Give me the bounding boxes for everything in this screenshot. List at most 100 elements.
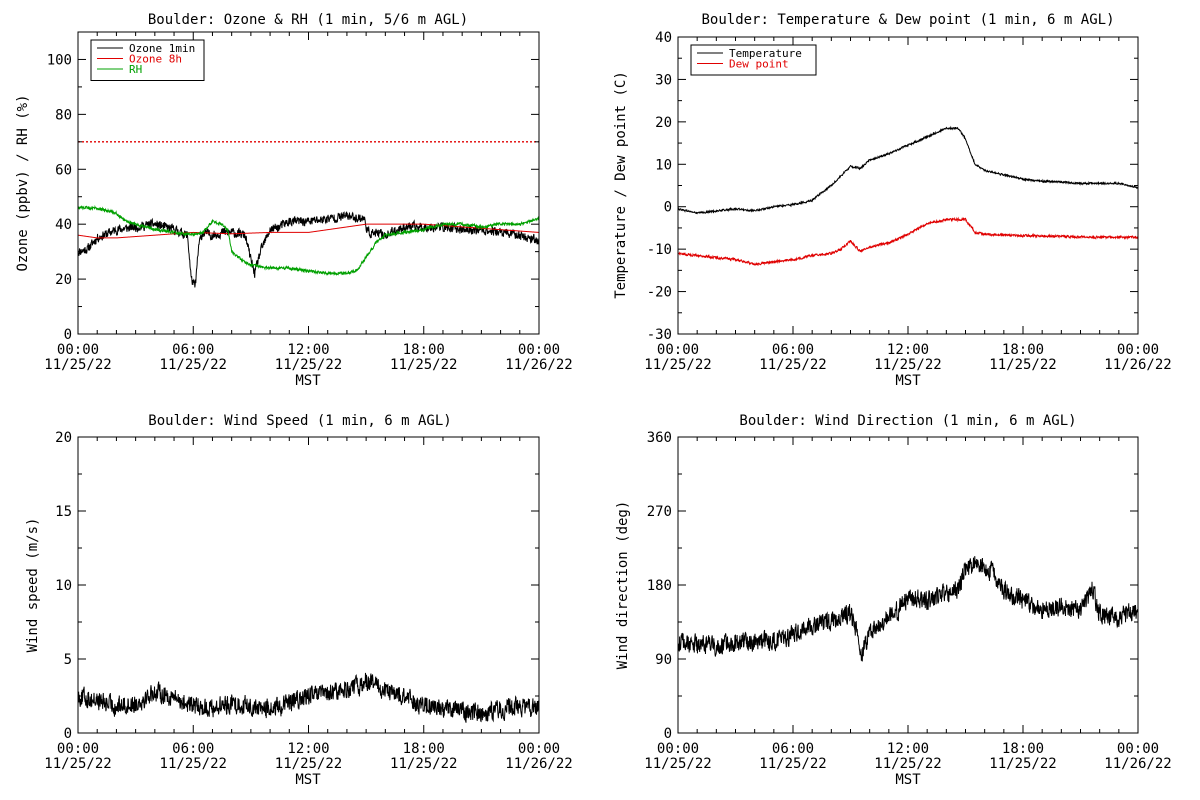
y-tick-label: 40 (55, 217, 72, 233)
x-axis-label: MST (295, 772, 321, 788)
x-tick-time-label: 06:00 (172, 741, 214, 757)
y-tick-label: 10 (655, 157, 672, 173)
x-tick-date-label: 11/25/22 (44, 357, 111, 373)
y-tick-label: -10 (647, 242, 672, 258)
x-tick-date-label: 11/25/22 (160, 357, 227, 373)
x-tick-date-label: 11/25/22 (44, 756, 111, 772)
x-tick-date-label: 11/25/22 (644, 756, 711, 772)
series-line-rh (78, 204, 539, 277)
x-tick-time-label: 06:00 (772, 741, 814, 757)
legend-label: RH (129, 63, 142, 76)
x-tick-date-label: 11/26/22 (1104, 357, 1171, 373)
y-tick-label: 40 (655, 30, 672, 46)
y-tick-label: 5 (64, 652, 72, 668)
x-tick-date-label: 11/25/22 (759, 357, 826, 373)
y-tick-label: 0 (64, 327, 72, 343)
y-tick-label: 10 (55, 578, 72, 594)
x-tick-date-label: 11/25/22 (275, 756, 342, 772)
y-tick-label: 100 (47, 52, 72, 68)
panel-title: Boulder: Wind Speed (1 min, 6 m AGL) (148, 413, 451, 429)
x-tick-time-label: 00:00 (57, 342, 99, 358)
y-axis-label: Temperature / Dew point (C) (613, 71, 629, 299)
x-tick-time-label: 18:00 (403, 741, 445, 757)
x-tick-date-label: 11/25/22 (644, 357, 711, 373)
y-tick-label: -30 (647, 327, 672, 343)
plot-area (678, 556, 1138, 662)
x-tick-time-label: 18:00 (403, 342, 445, 358)
x-tick-date-label: 11/25/22 (989, 357, 1056, 373)
x-tick-time-label: 12:00 (887, 342, 929, 358)
legend-box (690, 44, 817, 76)
x-axis-label: MST (895, 772, 921, 788)
series-line-ozone-1min (78, 211, 539, 288)
series-line (78, 672, 539, 723)
plot-area (78, 672, 539, 723)
y-tick-label: 80 (55, 107, 72, 123)
x-tick-date-label: 11/26/22 (505, 357, 572, 373)
plot-area (78, 141, 539, 288)
x-tick-time-label: 06:00 (772, 342, 814, 358)
x-tick-time-label: 06:00 (172, 342, 214, 358)
y-tick-label: 360 (647, 430, 672, 446)
x-tick-time-label: 12:00 (287, 741, 329, 757)
x-tick-time-label: 18:00 (1002, 741, 1044, 757)
panel-wind-direction: Boulder: Wind Direction (1 min, 6 m AGL)… (615, 413, 1172, 788)
y-axis-label: Ozone (ppbv) / RH (%) (15, 94, 31, 271)
series-line-temperature (678, 125, 1138, 215)
y-tick-label: 180 (647, 578, 672, 594)
x-tick-date-label: 11/25/22 (874, 357, 941, 373)
y-tick-label: 0 (64, 726, 72, 742)
x-tick-time-label: 18:00 (1002, 342, 1044, 358)
series-line-dew-point (678, 216, 1138, 267)
y-tick-label: 20 (55, 272, 72, 288)
x-tick-date-label: 11/25/22 (759, 756, 826, 772)
x-tick-time-label: 00:00 (57, 741, 99, 757)
y-tick-label: 30 (655, 72, 672, 88)
y-tick-label: 0 (664, 726, 672, 742)
x-axis-label: MST (295, 373, 321, 389)
x-tick-time-label: 00:00 (1117, 741, 1159, 757)
y-tick-label: 270 (647, 504, 672, 520)
y-tick-label: 15 (55, 504, 72, 520)
y-tick-label: 20 (55, 430, 72, 446)
legend-box (90, 39, 205, 81)
x-tick-date-label: 11/25/22 (390, 357, 457, 373)
x-tick-date-label: 11/25/22 (275, 357, 342, 373)
x-tick-date-label: 11/26/22 (1104, 756, 1171, 772)
x-tick-time-label: 00:00 (1117, 342, 1159, 358)
panel-ozone-rh: Boulder: Ozone & RH (1 min, 5/6 m AGL) O… (15, 12, 573, 389)
panel-wind-speed: Boulder: Wind Speed (1 min, 6 m AGL) Win… (25, 413, 573, 788)
panel-title: Boulder: Wind Direction (1 min, 6 m AGL) (739, 413, 1076, 429)
y-tick-label: 90 (655, 652, 672, 668)
plot-area (678, 125, 1138, 267)
series-line-ozone-8h (78, 223, 539, 239)
y-axis-label: Wind direction (deg) (615, 501, 631, 670)
panel-temperature-dewpoint: Boulder: Temperature & Dew point (1 min,… (613, 12, 1172, 389)
x-tick-date-label: 11/25/22 (390, 756, 457, 772)
axes-frame (677, 36, 1139, 335)
x-tick-time-label: 00:00 (657, 741, 699, 757)
legend-label: Temperature (729, 47, 802, 60)
panel-title: Boulder: Temperature & Dew point (1 min,… (701, 12, 1114, 28)
x-tick-time-label: 12:00 (887, 741, 929, 757)
axes-frame (677, 436, 1139, 734)
legend-label: Dew point (729, 58, 789, 71)
panel-title: Boulder: Ozone & RH (1 min, 5/6 m AGL) (148, 12, 468, 28)
x-tick-date-label: 11/25/22 (874, 756, 941, 772)
x-tick-time-label: 00:00 (657, 342, 699, 358)
y-tick-label: 60 (55, 162, 72, 178)
y-tick-label: 20 (655, 115, 672, 131)
x-tick-time-label: 12:00 (287, 342, 329, 358)
x-tick-date-label: 11/26/22 (505, 756, 572, 772)
y-axis-label: Wind speed (m/s) (25, 518, 41, 653)
x-axis-label: MST (895, 373, 921, 389)
legend-label: Ozone 8h (129, 53, 182, 66)
x-tick-date-label: 11/25/22 (989, 756, 1056, 772)
y-tick-label: -20 (647, 285, 672, 301)
legend-label: Ozone 1min (129, 42, 195, 55)
x-tick-date-label: 11/25/22 (160, 756, 227, 772)
y-tick-label: 0 (664, 200, 672, 216)
